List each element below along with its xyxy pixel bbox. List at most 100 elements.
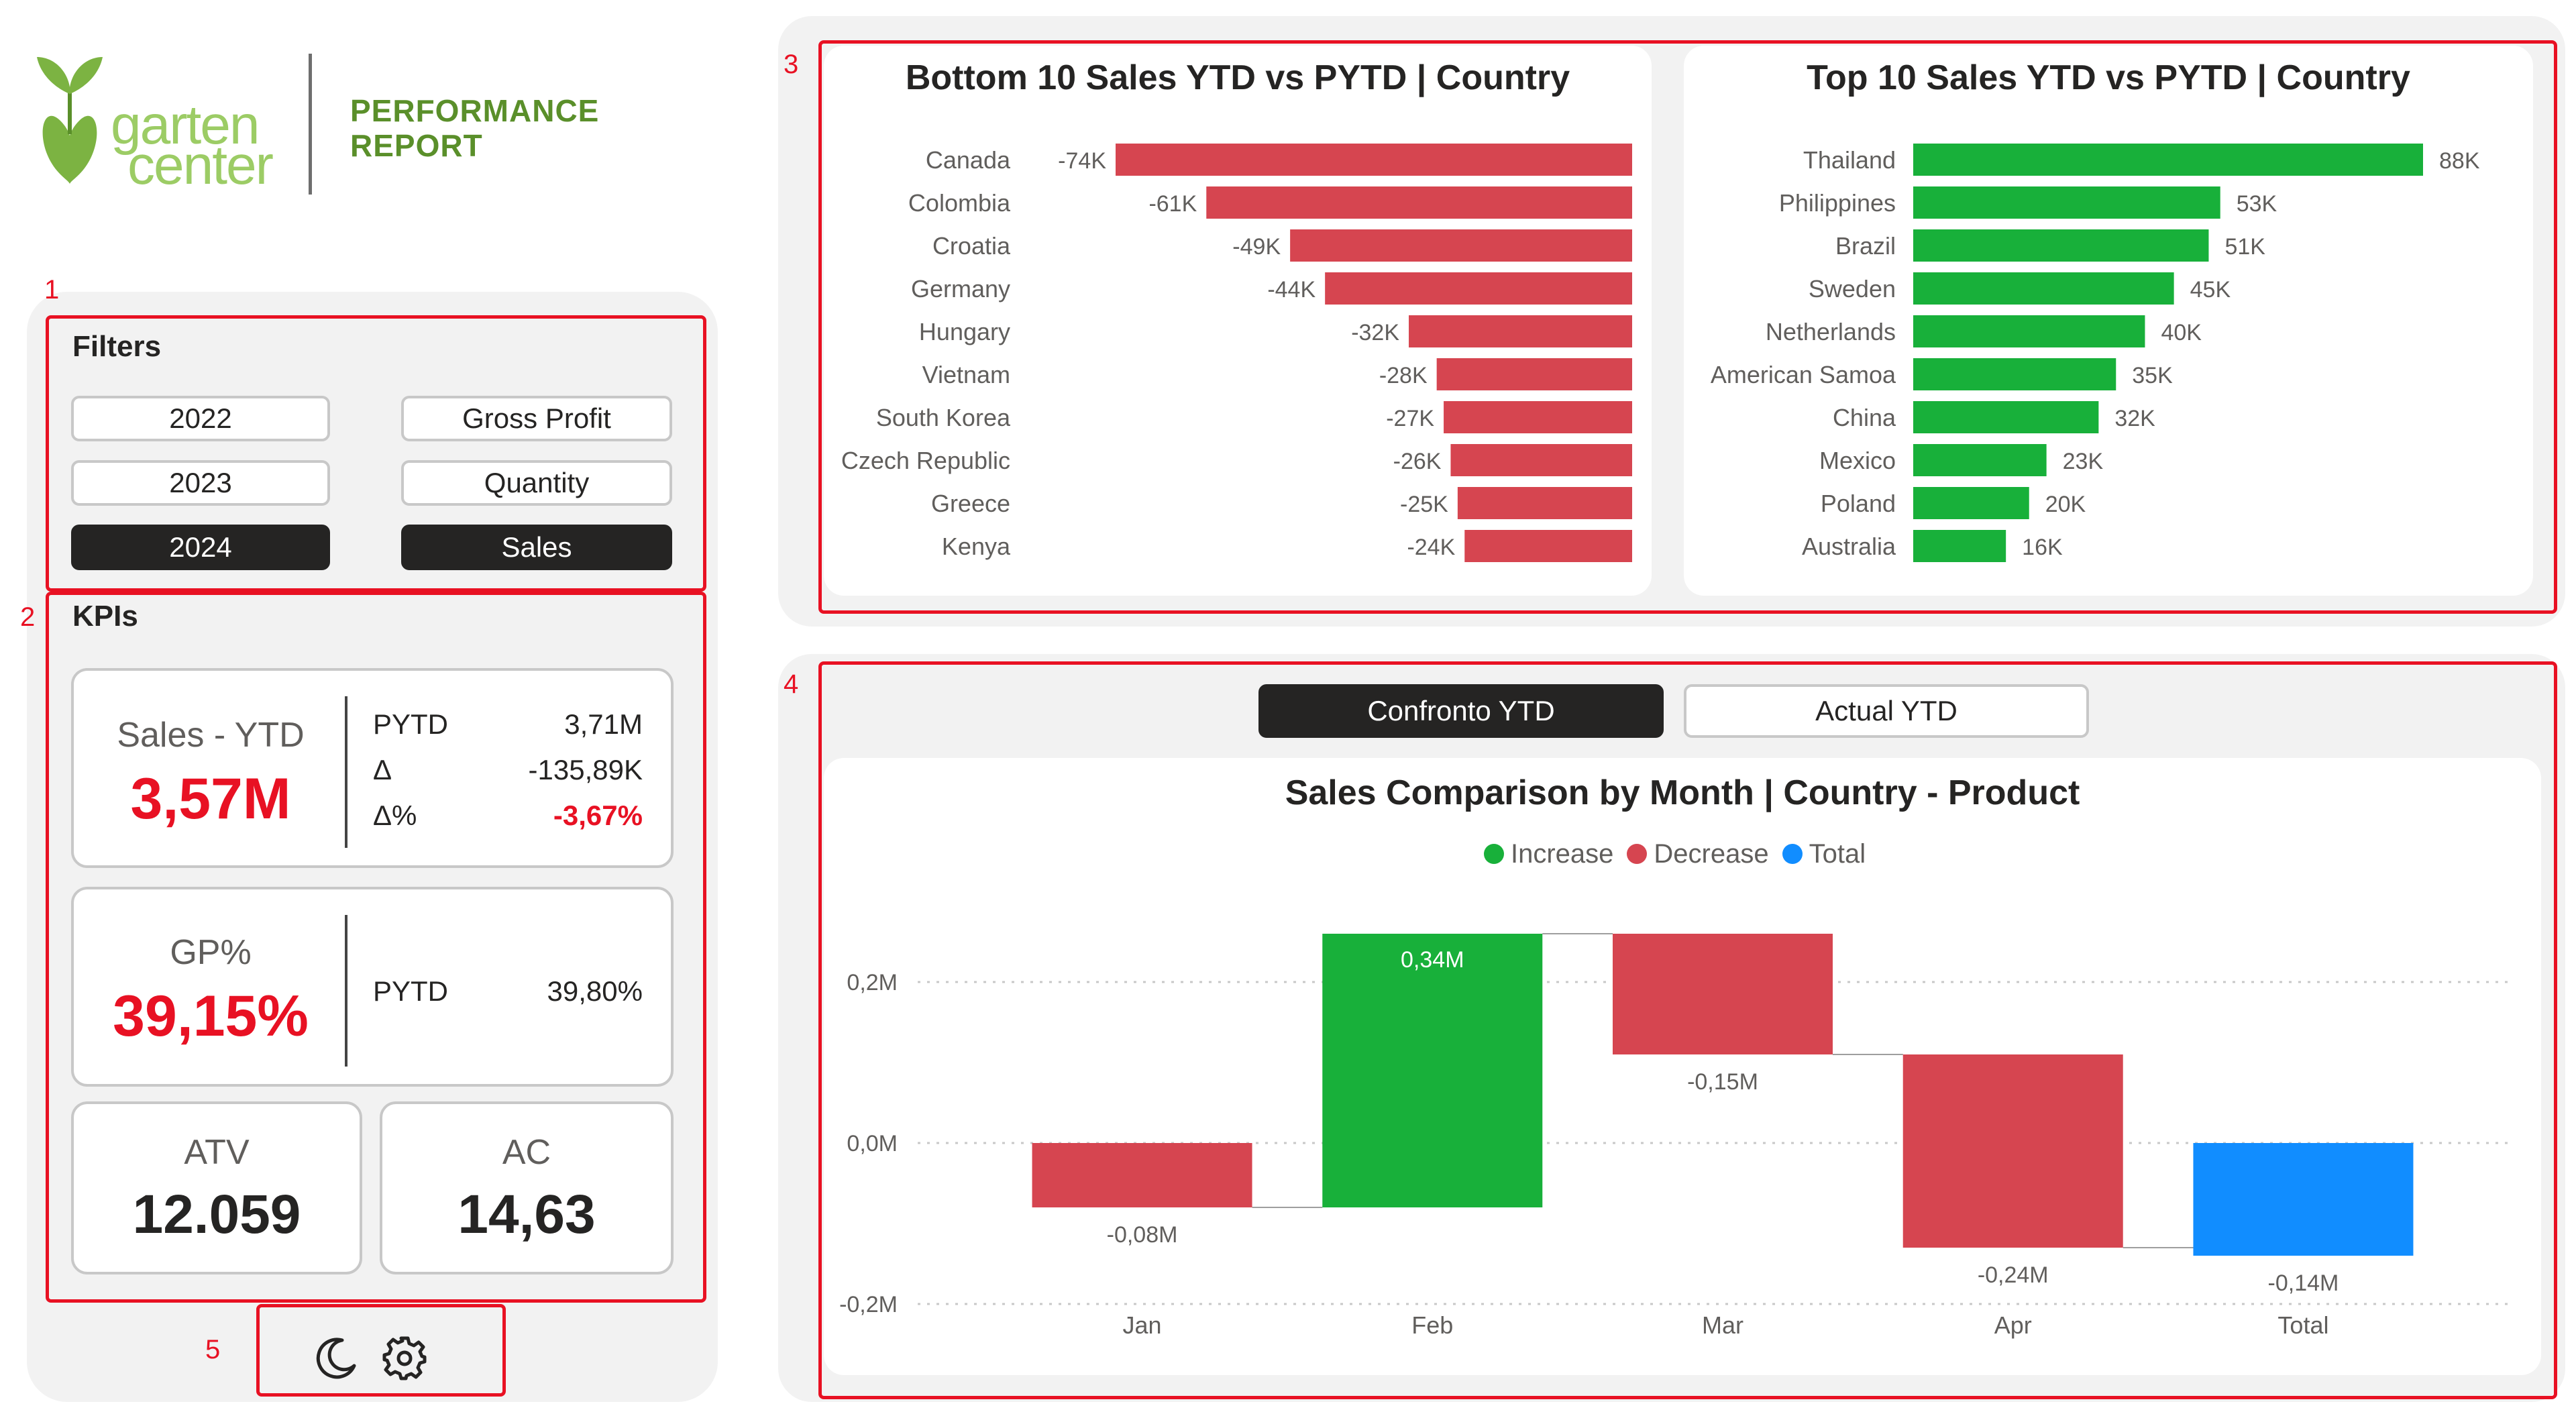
waterfall-x-tick-label: Feb <box>1411 1311 1453 1339</box>
moon-icon[interactable] <box>313 1335 360 1382</box>
waterfall-x-tick-label: Mar <box>1702 1311 1743 1339</box>
bottom10-chart: Canada -74K Colombia -61K Croatia -49K Germany… <box>841 144 1632 562</box>
quantity-button[interactable]: Quantity <box>401 460 672 506</box>
year-2024-button[interactable]: 2024 <box>71 525 330 570</box>
top10-data-label: 53K <box>2237 191 2277 217</box>
sales-button[interactable]: Sales <box>401 525 672 570</box>
top10-bar[interactable] <box>1913 530 2006 562</box>
legend-decrease-label: Decrease <box>1654 838 1769 869</box>
confronto-ytd-tab[interactable]: Confronto YTD <box>1258 684 1664 738</box>
gear-icon[interactable] <box>381 1335 428 1382</box>
footer-icons-section <box>256 1304 506 1397</box>
top10-category-label: Poland <box>1821 490 1896 517</box>
kpi-divider <box>345 696 347 848</box>
ac-label: AC <box>502 1133 551 1172</box>
legend-increase-dot <box>1484 844 1504 864</box>
top10-bar[interactable] <box>1913 186 2220 219</box>
waterfall-y-tick-label: 0,2M <box>847 970 898 995</box>
bottom10-category-label: Czech Republic <box>841 447 1010 474</box>
gp-value: 39,15% <box>113 984 309 1048</box>
top10-bar[interactable] <box>1913 272 2174 305</box>
waterfall-section <box>818 661 2557 1399</box>
top10-bar[interactable] <box>1913 315 2145 347</box>
top10-category-label: American Samoa <box>1711 361 1896 388</box>
bottom10-bar[interactable] <box>1116 144 1632 176</box>
sales-pytd-label: PYTD <box>373 708 449 740</box>
bottom10-bar[interactable] <box>1290 229 1632 262</box>
waterfall-data-label: -0,14M <box>2268 1270 2339 1296</box>
logo-text-garten: garten <box>111 95 260 156</box>
top10-data-label: 20K <box>2045 492 2086 517</box>
waterfall-bar[interactable] <box>1322 934 1543 1207</box>
bottom10-category-label: Kenya <box>942 533 1011 560</box>
bottom10-category-label: South Korea <box>876 404 1011 431</box>
bottom10-bar[interactable] <box>1436 358 1632 390</box>
top10-bar[interactable] <box>1913 229 2209 262</box>
bottom10-data-label: -61K <box>1148 191 1197 217</box>
top10-bar[interactable] <box>1913 358 2116 390</box>
actual-ytd-tab[interactable]: Actual YTD <box>1684 684 2089 738</box>
top10-data-label: 45K <box>2190 277 2231 303</box>
kpi-divider <box>345 915 347 1067</box>
bottom10-category-label: Hungary <box>919 318 1010 345</box>
year-2022-button[interactable]: 2022 <box>71 396 330 441</box>
top10-category-label: Mexico <box>1819 447 1896 474</box>
atv-value: 12.059 <box>132 1184 301 1245</box>
bottom10-data-label: -26K <box>1393 449 1442 474</box>
kpis-section <box>46 592 706 1303</box>
legend-total-label: Total <box>1809 838 1866 869</box>
top10-bar[interactable] <box>1913 401 2099 433</box>
waterfall-bar[interactable] <box>1902 1054 2123 1248</box>
bottom10-bar[interactable] <box>1464 530 1632 562</box>
bottom10-bar[interactable] <box>1450 444 1632 476</box>
waterfall-chart: 0,2M 0,0M -0,2M -0,08M Jan 0,34M Feb -0,15M Mar -… <box>839 933 2514 1339</box>
top10-category-label: Netherlands <box>1766 318 1896 345</box>
top10-bar[interactable] <box>1913 487 2029 519</box>
waterfall-x-tick-label: Apr <box>1994 1311 2032 1339</box>
bottom10-category-label: Colombia <box>908 189 1011 217</box>
sales-delta-label: Δ <box>373 754 392 785</box>
filters-title: Filters <box>72 330 162 363</box>
header-divider <box>309 54 312 195</box>
bottom10-category-label: Vietnam <box>922 361 1010 388</box>
sales-delta-value: -135,89K <box>528 754 643 785</box>
legend-total-dot <box>1782 844 1803 864</box>
gross-profit-button[interactable]: Gross Profit <box>401 396 672 441</box>
waterfall-bar[interactable] <box>2193 1143 2414 1256</box>
top10-data-label: 40K <box>2161 320 2202 345</box>
waterfall-y-tick-label: 0,0M <box>847 1131 898 1156</box>
bottom10-chart-title: Bottom 10 Sales YTD vs PYTD | Country <box>905 58 1570 97</box>
bottom10-data-label: -32K <box>1351 320 1399 345</box>
bottom10-category-label: Germany <box>911 275 1010 303</box>
top10-category-label: Brazil <box>1835 232 1896 260</box>
bottom10-data-label: -24K <box>1407 535 1455 560</box>
bottom10-bar[interactable] <box>1444 401 1632 433</box>
bottom10-bar[interactable] <box>1206 186 1632 219</box>
bottom10-data-label: -28K <box>1379 363 1428 388</box>
bottom10-bar[interactable] <box>1325 272 1632 305</box>
heart-sprout-icon <box>37 57 103 184</box>
bottom10-bar[interactable] <box>1457 487 1632 519</box>
waterfall-y-tick-label: -0,2M <box>839 1292 898 1317</box>
top10-bar[interactable] <box>1913 144 2423 176</box>
logo: garten center <box>27 47 282 201</box>
gp-label: GP% <box>170 933 252 972</box>
bottom10-data-label: -27K <box>1386 406 1434 431</box>
top10-data-label: 35K <box>2132 363 2173 388</box>
ac-kpi-card: AC 14,63 <box>380 1101 674 1274</box>
top10-category-label: Australia <box>1802 533 1896 560</box>
report-title-line2: REPORT <box>350 128 483 163</box>
report-title-line1: PERFORMANCE <box>350 93 600 128</box>
bottom10-bar[interactable] <box>1409 315 1632 347</box>
year-2023-button[interactable]: 2023 <box>71 460 330 506</box>
top10-category-label: Sweden <box>1809 275 1896 303</box>
waterfall-bar[interactable] <box>1032 1143 1252 1207</box>
bottom10-data-label: -25K <box>1400 492 1448 517</box>
waterfall-bar[interactable] <box>1613 934 1833 1054</box>
top10-bar[interactable] <box>1913 444 2047 476</box>
top10-chart: Thailand 88K Philippines 53K Brazil 51K Sweden… <box>1711 144 2480 562</box>
top10-data-label: 51K <box>2224 234 2265 260</box>
country-charts-section <box>818 40 2557 614</box>
sales-kpi-card: Sales - YTD 3,57M PYTD 3,71M Δ -135,89K … <box>71 668 674 868</box>
top10-data-label: 23K <box>2063 449 2104 474</box>
